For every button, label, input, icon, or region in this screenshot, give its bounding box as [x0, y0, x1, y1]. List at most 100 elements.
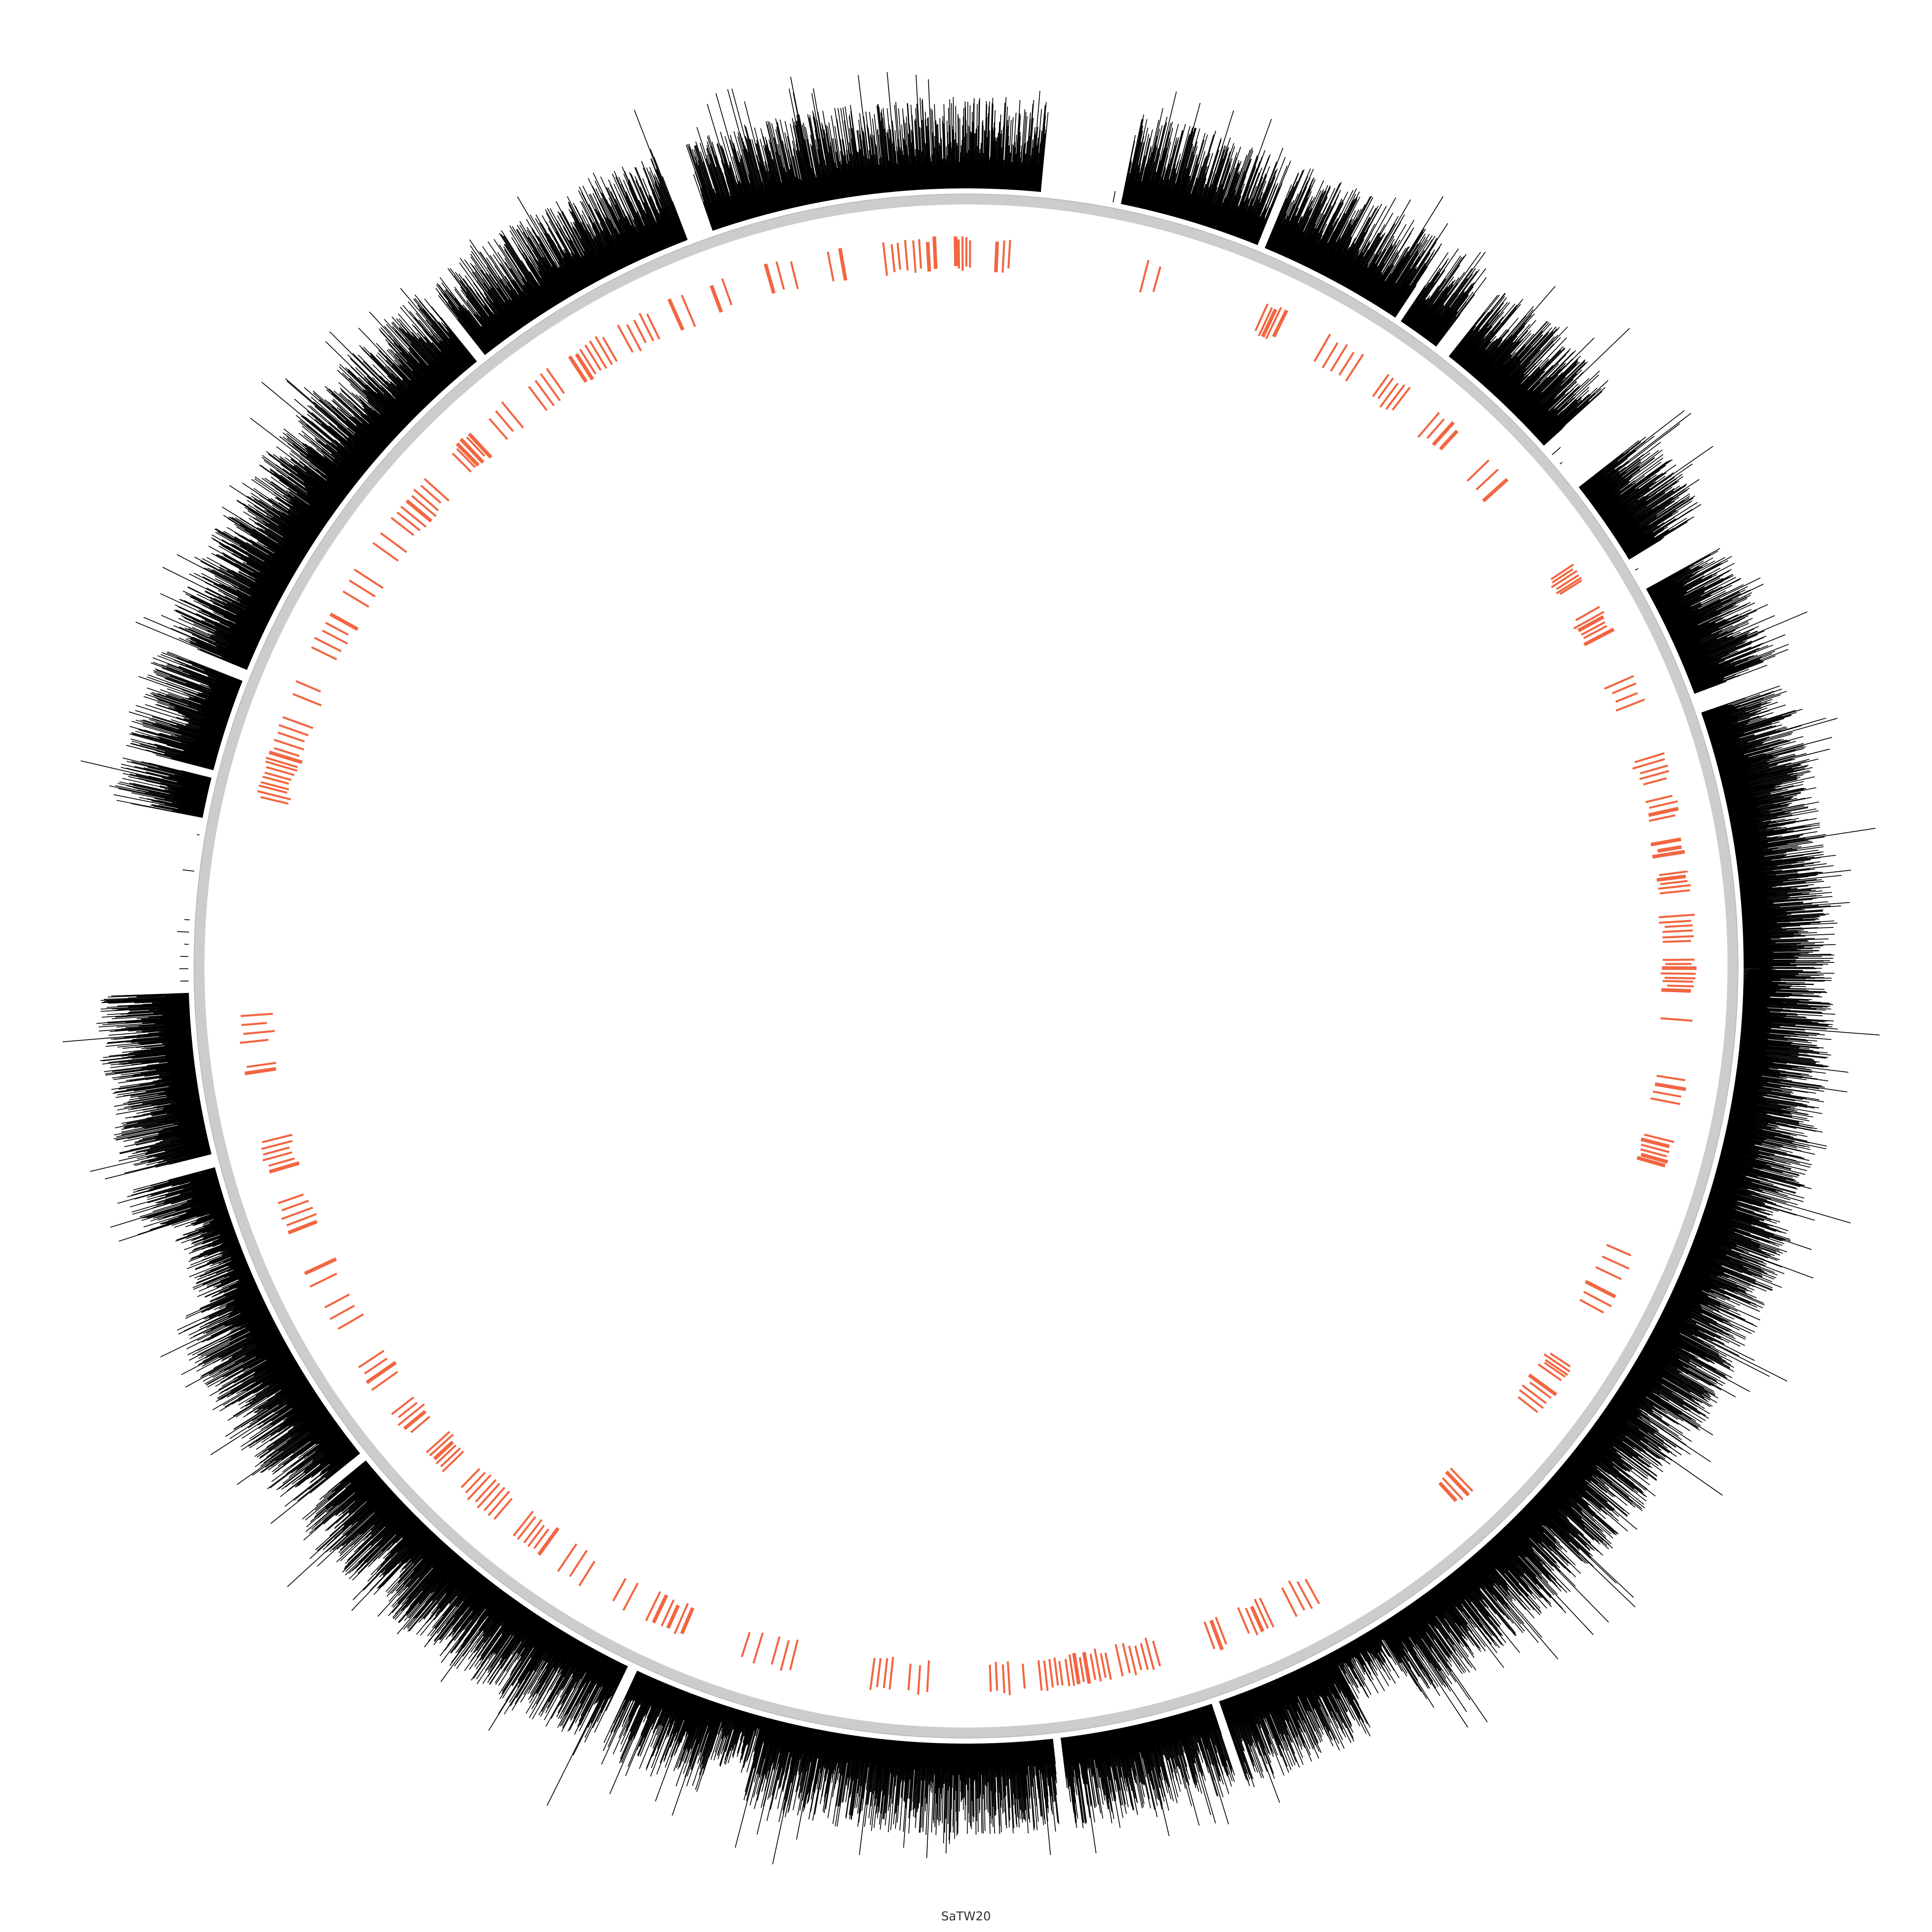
- feature-tick: [575, 353, 594, 381]
- feature-cluster: [1656, 870, 1691, 895]
- feature-tick: [410, 1416, 431, 1433]
- feature-tick: [425, 1431, 450, 1453]
- coverage-histogram: [62, 72, 1880, 1864]
- feature-tick: [1662, 935, 1694, 939]
- feature-tick: [380, 532, 407, 553]
- feature-tick: [423, 478, 450, 502]
- feature-tick: [1667, 985, 1694, 988]
- feature-tick: [391, 1396, 415, 1415]
- feature-tick: [1643, 777, 1667, 786]
- feature-tick: [827, 251, 835, 282]
- feature-tick: [483, 1486, 506, 1511]
- feature-tick: [1662, 929, 1693, 933]
- feature-tick: [1660, 1017, 1693, 1022]
- feature-cluster: [257, 750, 303, 805]
- feature-tick: [780, 1640, 790, 1671]
- feature-tick: [265, 757, 298, 768]
- feature-tick: [1064, 1659, 1071, 1686]
- feature-tick: [638, 312, 654, 342]
- feature-tick: [578, 1560, 596, 1587]
- feature-tick: [1002, 1664, 1005, 1693]
- feature-tick: [1079, 1657, 1085, 1682]
- feature-tick: [1615, 692, 1638, 703]
- feature-tick: [440, 1447, 461, 1468]
- feature-tick: [1094, 1648, 1102, 1682]
- feature-cluster: [557, 1543, 596, 1587]
- feature-tick: [460, 1468, 481, 1488]
- feature-tick: [1644, 1133, 1675, 1143]
- feature-tick: [633, 320, 647, 344]
- feature-tick: [495, 410, 514, 432]
- feature-cluster: [488, 401, 524, 440]
- feature-tick: [1650, 1097, 1680, 1105]
- feature-cluster: [1203, 1616, 1227, 1651]
- genome-label: SaTW20: [941, 1909, 991, 1924]
- feature-tick: [1544, 1359, 1569, 1376]
- feature-tick: [1104, 1652, 1112, 1680]
- feature-tick: [429, 1433, 454, 1457]
- feature-cluster: [957, 240, 960, 266]
- feature-tick: [904, 240, 909, 271]
- feature-tick: [1519, 1389, 1544, 1409]
- feature-tick: [241, 1022, 267, 1026]
- feature-tick: [324, 1293, 350, 1309]
- feature-tick: [1640, 764, 1668, 774]
- feature-tick: [1313, 333, 1331, 362]
- feature-cluster: [869, 1657, 894, 1690]
- feature-tick: [1417, 412, 1440, 438]
- feature-tick: [261, 1140, 293, 1150]
- feature-tick: [343, 590, 369, 608]
- feature-tick: [1543, 1353, 1571, 1373]
- feature-tick: [1203, 1621, 1216, 1649]
- feature-cluster: [274, 716, 314, 757]
- feature-cluster: [460, 1468, 513, 1520]
- feature-cluster: [1139, 260, 1162, 293]
- feature-tick: [1058, 1661, 1064, 1686]
- feature-tick: [452, 452, 472, 473]
- feature-tick: [468, 432, 493, 459]
- feature-tick: [314, 637, 342, 652]
- feature-cluster: [1604, 675, 1645, 712]
- feature-cluster: [512, 1511, 560, 1556]
- feature-cluster: [261, 1133, 300, 1174]
- feature-tick: [286, 1213, 317, 1226]
- feature-tick: [493, 1498, 513, 1520]
- feature-tick: [1215, 1616, 1227, 1645]
- feature-cluster: [1659, 914, 1695, 943]
- feature-tick: [1254, 303, 1269, 331]
- feature-tick: [994, 242, 999, 272]
- feature-tick: [1652, 850, 1685, 859]
- feature-tick: [882, 242, 888, 276]
- feature-tick: [1650, 837, 1682, 846]
- feature-tick: [1659, 920, 1692, 924]
- feature-cluster: [612, 1578, 639, 1611]
- feature-tick: [926, 242, 931, 272]
- feature-tick: [789, 1639, 799, 1671]
- feature-tick: [652, 1594, 669, 1624]
- feature-tick: [741, 1632, 751, 1657]
- feature-tick: [1550, 564, 1574, 580]
- feature-tick: [710, 285, 723, 313]
- feature-tick: [1082, 1652, 1091, 1684]
- feature-tick: [1053, 1657, 1059, 1686]
- feature-tick: [442, 1451, 464, 1472]
- feature-tick: [1245, 1608, 1259, 1636]
- feature-tick: [278, 1193, 304, 1204]
- feature-cluster: [1466, 459, 1509, 503]
- feature-tick: [1321, 342, 1339, 369]
- feature-tick: [569, 1550, 588, 1577]
- feature-tick: [1043, 1660, 1049, 1691]
- feature-tick: [907, 1664, 912, 1690]
- feature-cluster: [741, 1632, 764, 1664]
- feature-cluster: [770, 1636, 799, 1671]
- feature-cluster: [1438, 1468, 1474, 1502]
- feature-cluster: [391, 1396, 431, 1433]
- feature-tick: [1604, 675, 1634, 690]
- feature-cluster: [528, 367, 565, 411]
- feature-tick: [274, 739, 304, 751]
- feature-tick: [1606, 1244, 1631, 1257]
- feature-tick: [1438, 1482, 1458, 1502]
- feature-tick: [311, 646, 337, 661]
- feature-tick: [358, 1350, 385, 1368]
- feature-tick: [1288, 1580, 1305, 1611]
